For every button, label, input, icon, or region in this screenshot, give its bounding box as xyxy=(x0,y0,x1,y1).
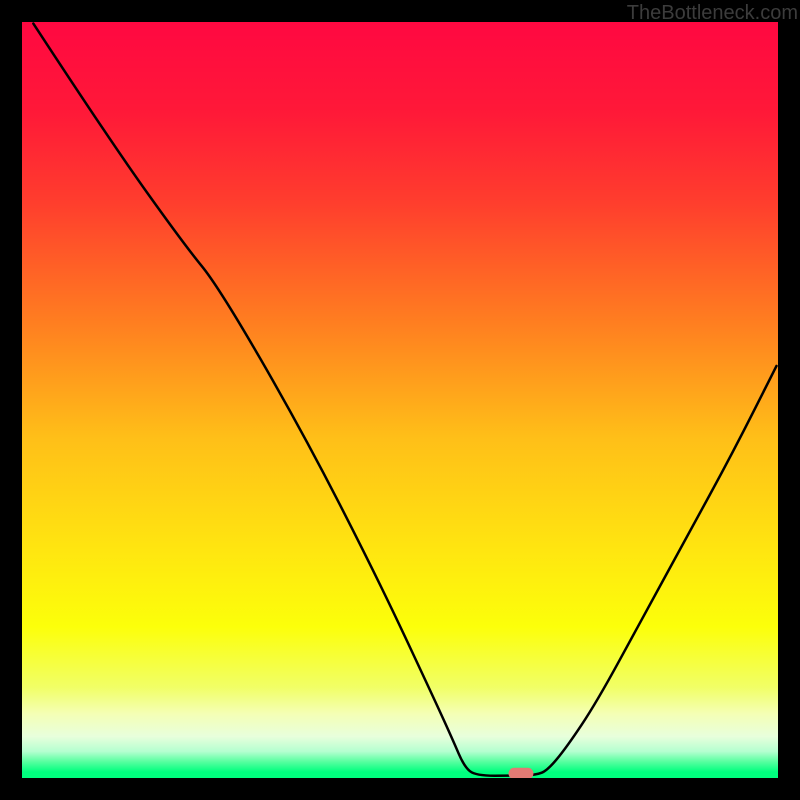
plot-area xyxy=(22,22,778,778)
curve-layer xyxy=(22,22,778,778)
optimal-marker xyxy=(508,768,533,778)
bottleneck-curve xyxy=(33,24,776,776)
chart-container: TheBottleneck.com xyxy=(0,0,800,800)
